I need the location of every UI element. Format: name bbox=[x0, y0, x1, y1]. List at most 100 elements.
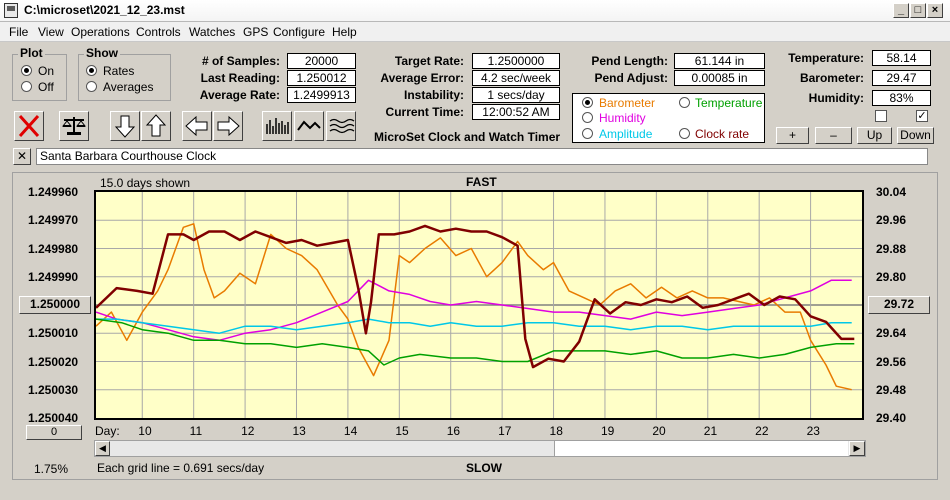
series-humidity bbox=[96, 279, 852, 342]
menu-controls[interactable]: Controls bbox=[136, 25, 181, 39]
arrow-down-icon bbox=[114, 115, 136, 138]
scroll-down-button[interactable] bbox=[110, 111, 140, 141]
menu-view[interactable]: View bbox=[38, 25, 64, 39]
last-reading-label: Last Reading: bbox=[200, 71, 280, 85]
clock-rate-option: Clock rate bbox=[695, 127, 750, 141]
samples-field: 20000 bbox=[287, 53, 356, 69]
grid-note: Each grid line = 0.691 secs/day bbox=[97, 461, 265, 475]
right-axis-tick: 29.56 bbox=[876, 354, 907, 369]
line-graph-icon bbox=[297, 120, 321, 131]
plot-off-radio[interactable] bbox=[21, 81, 32, 92]
right-axis-tick: 29.88 bbox=[876, 241, 907, 256]
temperature-option: Temperature bbox=[695, 96, 763, 110]
watch-name-field[interactable]: Santa Barbara Courthouse Clock bbox=[36, 148, 928, 165]
amplitude-radio[interactable] bbox=[582, 128, 593, 139]
target-rate-field: 1.2500000 bbox=[472, 53, 560, 69]
show-averages-label: Averages bbox=[103, 80, 154, 94]
left-axis-tick: 1.250010 bbox=[28, 326, 79, 341]
plot-on-radio[interactable] bbox=[21, 65, 32, 76]
left-axis-tick: 1.250040 bbox=[28, 411, 79, 425]
temperature-radio[interactable] bbox=[679, 97, 690, 108]
scroll-right-button[interactable] bbox=[213, 111, 243, 141]
app-icon[interactable] bbox=[4, 3, 18, 18]
menu-gps[interactable]: GPS bbox=[243, 25, 269, 39]
show-rates-radio[interactable] bbox=[86, 65, 97, 76]
show-averages-radio[interactable] bbox=[86, 81, 97, 92]
last-reading-field: 1.250012 bbox=[287, 70, 356, 86]
x-axis-tick: 20 bbox=[652, 424, 666, 438]
series-clock-rate bbox=[96, 224, 855, 369]
arrow-up-icon bbox=[145, 114, 167, 137]
samples-label: # of Samples: bbox=[201, 54, 280, 68]
pend-adjust-field: 0.00085 in bbox=[674, 70, 765, 86]
zero-button[interactable]: 0 bbox=[26, 425, 82, 440]
menu-configure[interactable]: Configure bbox=[273, 25, 326, 39]
barometer-radio[interactable] bbox=[582, 97, 593, 108]
x-axis-tick: 12 bbox=[241, 424, 255, 438]
menu-operations[interactable]: Operations bbox=[71, 25, 130, 39]
x-axis-tick: 22 bbox=[755, 424, 769, 438]
pend-adjust-label: Pend Adjust: bbox=[594, 71, 668, 85]
histogram-icon bbox=[266, 118, 289, 134]
humidity-option: Humidity bbox=[599, 111, 646, 125]
arrow-left-icon bbox=[185, 115, 208, 137]
scroll-right-arrow[interactable]: ▶ bbox=[849, 441, 865, 456]
barometer-label: Barometer: bbox=[799, 71, 864, 85]
clock-rate-radio[interactable] bbox=[679, 128, 690, 139]
chart-plot-area bbox=[94, 190, 864, 420]
wave-lines-icon bbox=[329, 118, 355, 134]
series-barometer bbox=[96, 223, 852, 391]
minimize-button[interactable]: _ bbox=[893, 3, 909, 18]
right-axis-center-button[interactable]: 29.72 bbox=[868, 296, 930, 314]
plot-on-label: On bbox=[38, 64, 55, 78]
left-axis-tick: 1.249980 bbox=[28, 241, 79, 256]
menu-watches[interactable]: Watches bbox=[189, 25, 236, 39]
scale-down-button[interactable]: Down bbox=[897, 127, 934, 144]
sensor-select-box bbox=[572, 93, 765, 143]
current-time-label: Current Time: bbox=[385, 105, 464, 119]
maximize-button[interactable]: □ bbox=[910, 3, 926, 18]
day-label: Day: bbox=[95, 424, 120, 438]
clear-watch-button[interactable]: ✕ bbox=[13, 148, 31, 165]
pend-length-label: Pend Length: bbox=[591, 54, 668, 68]
balance-scale-icon bbox=[61, 117, 87, 135]
left-axis-center-button[interactable]: 1.250000 bbox=[19, 296, 91, 314]
stop-button[interactable] bbox=[14, 111, 44, 141]
line-view-button[interactable] bbox=[294, 111, 324, 141]
x-axis-tick: 11 bbox=[189, 424, 203, 438]
close-button[interactable]: × bbox=[927, 3, 943, 18]
scale-minus-button[interactable]: – bbox=[815, 127, 852, 144]
wave-view-button[interactable] bbox=[326, 111, 356, 141]
instability-label: Instability: bbox=[403, 88, 464, 102]
x-axis-tick: 13 bbox=[292, 424, 306, 438]
humidity-radio[interactable] bbox=[582, 112, 593, 123]
average-error-field: 4.2 sec/week bbox=[472, 70, 560, 86]
scrollbar-thumb[interactable] bbox=[554, 441, 848, 456]
scale-plus-button[interactable]: + bbox=[776, 127, 809, 144]
barometer-option: Barometer bbox=[599, 96, 656, 110]
env-checkbox-1[interactable] bbox=[875, 110, 887, 122]
title-bar: C:\microset\2021_12_23.mst _ □ × bbox=[0, 0, 950, 22]
pend-length-field: 61.144 in bbox=[674, 53, 765, 69]
average-error-label: Average Error: bbox=[380, 71, 464, 85]
arrow-right-icon bbox=[217, 115, 240, 137]
average-rate-field: 1.2499913 bbox=[287, 87, 356, 103]
bar-view-button[interactable] bbox=[262, 111, 292, 141]
scale-up-button[interactable]: Up bbox=[857, 127, 892, 144]
menu-file[interactable]: File bbox=[9, 25, 29, 39]
right-axis-tick: 29.48 bbox=[876, 382, 907, 397]
target-rate-label: Target Rate: bbox=[394, 54, 464, 68]
plot-off-label: Off bbox=[38, 80, 54, 94]
scroll-left-button[interactable] bbox=[182, 111, 212, 141]
env-checkbox-2[interactable]: ✓ bbox=[916, 110, 928, 122]
x-axis-tick: 18 bbox=[549, 424, 563, 438]
calibrate-button[interactable] bbox=[59, 111, 89, 141]
x-axis-tick: 21 bbox=[703, 424, 718, 438]
show-group bbox=[78, 54, 171, 101]
menu-help[interactable]: Help bbox=[332, 25, 357, 39]
right-axis-tick: 30.04 bbox=[876, 185, 907, 199]
x-axis-tick: 14 bbox=[343, 424, 358, 438]
right-axis-tick: 29.96 bbox=[876, 213, 907, 228]
scroll-up-button[interactable] bbox=[141, 111, 171, 141]
scroll-left-arrow[interactable]: ◀ bbox=[95, 441, 110, 456]
